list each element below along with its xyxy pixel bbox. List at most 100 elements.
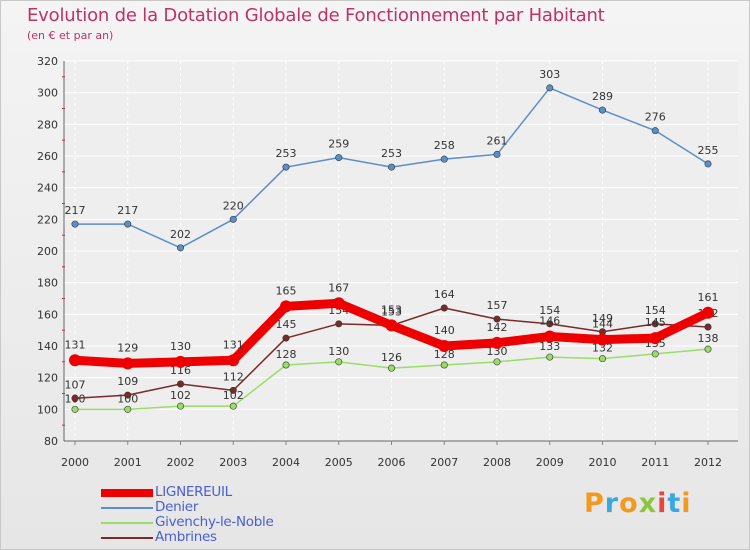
data-label-givenchy-le-noble: 130 [328, 345, 349, 358]
data-point-lignereuil [649, 332, 662, 345]
data-point-denier [598, 106, 606, 114]
y-tick-label: 140 [37, 340, 58, 353]
data-point-lignereuil [121, 357, 134, 370]
x-tick-label: 2001 [114, 456, 142, 469]
data-point-denier [229, 215, 237, 223]
data-label-lignereuil: 129 [117, 341, 138, 354]
data-point-denier [71, 220, 79, 228]
data-point-ambrines [440, 304, 448, 312]
legend-label: Ambrines [155, 529, 217, 545]
x-tick-label: 2005 [325, 456, 353, 469]
y-tick-label: 80 [44, 435, 58, 448]
data-point-givenchy-le-noble [598, 355, 606, 363]
x-tick-label: 2012 [694, 456, 722, 469]
data-label-lignereuil: 146 [539, 315, 560, 328]
data-point-givenchy-le-noble [124, 405, 132, 413]
y-tick-label: 320 [37, 55, 58, 68]
data-label-denier: 258 [434, 139, 455, 152]
y-tick-label: 120 [37, 372, 58, 385]
y-tick-label: 200 [37, 245, 58, 258]
y-tick-label: 260 [37, 150, 58, 163]
data-point-lignereuil [491, 336, 503, 349]
data-point-lignereuil [174, 355, 187, 368]
data-label-lignereuil: 142 [487, 321, 508, 334]
data-point-denier [387, 163, 395, 171]
data-point-lignereuil [69, 354, 81, 367]
data-point-givenchy-le-noble [177, 402, 185, 410]
x-tick-label: 2007 [430, 456, 458, 469]
data-label-ambrines: 164 [434, 288, 455, 301]
data-label-givenchy-le-noble: 130 [487, 345, 508, 358]
data-point-givenchy-le-noble [229, 402, 237, 410]
data-label-denier: 217 [65, 204, 86, 217]
y-tick-label: 280 [37, 118, 58, 131]
legend-label: LIGNEREUIL [155, 484, 232, 500]
data-point-givenchy-le-noble [71, 405, 79, 413]
chart-title: Evolution de la Dotation Globale de Fonc… [27, 5, 605, 26]
data-point-ambrines [704, 323, 712, 331]
data-label-lignereuil: 144 [592, 318, 613, 331]
data-label-denier: 220 [223, 199, 244, 212]
data-point-ambrines [651, 320, 659, 328]
data-point-lignereuil [385, 319, 398, 332]
x-tick-label: 2004 [272, 456, 300, 469]
data-label-denier: 303 [539, 68, 560, 81]
data-label-ambrines: 109 [117, 375, 138, 388]
x-tick-label: 2011 [641, 456, 669, 469]
data-point-denier [493, 150, 501, 158]
data-point-givenchy-le-noble [493, 358, 501, 366]
data-label-denier: 255 [698, 144, 719, 157]
y-tick-label: 220 [37, 213, 58, 226]
data-point-givenchy-le-noble [282, 361, 290, 369]
data-label-denier: 261 [487, 134, 508, 147]
data-label-ambrines: 154 [645, 304, 666, 317]
data-label-ambrines: 107 [65, 378, 86, 391]
data-label-ambrines: 149 [592, 312, 613, 325]
data-point-givenchy-le-noble [651, 350, 659, 358]
legend-swatch [101, 536, 153, 539]
data-label-lignereuil: 165 [276, 284, 297, 297]
data-point-givenchy-le-noble [704, 345, 712, 353]
data-point-ambrines [229, 386, 237, 394]
data-point-ambrines [124, 391, 132, 399]
data-point-givenchy-le-noble [440, 361, 448, 369]
legend-swatch [101, 506, 153, 509]
data-label-ambrines: 153 [381, 305, 402, 318]
data-point-ambrines [71, 394, 79, 402]
legend-label: Denier [155, 499, 199, 515]
x-tick-label: 2006 [378, 456, 406, 469]
data-label-denier: 289 [592, 90, 613, 103]
data-label-lignereuil: 161 [698, 291, 719, 304]
legend-item-lignereuil: LIGNEREUIL [101, 485, 361, 500]
data-point-lignereuil [543, 330, 556, 343]
data-point-lignereuil [438, 340, 451, 352]
data-label-lignereuil: 167 [328, 281, 349, 294]
data-label-ambrines: 157 [487, 299, 508, 312]
data-point-lignereuil [702, 306, 714, 319]
data-point-givenchy-le-noble [335, 358, 343, 366]
data-point-ambrines [282, 334, 290, 342]
data-point-lignereuil [596, 333, 609, 346]
data-label-denier: 217 [117, 204, 138, 217]
data-point-denier [651, 127, 659, 135]
y-tick-label: 300 [37, 87, 58, 100]
data-label-givenchy-le-noble: 102 [223, 389, 244, 402]
legend-item-ambrines: Ambrines [101, 530, 361, 545]
data-label-givenchy-le-noble: 102 [170, 389, 191, 402]
x-tick-label: 2010 [589, 456, 617, 469]
data-label-denier: 253 [276, 147, 297, 160]
data-label-lignereuil: 153 [381, 303, 402, 316]
legend-swatch [101, 521, 153, 524]
data-label-lignereuil: 131 [65, 338, 86, 351]
data-point-denier [124, 220, 132, 228]
y-tick-label: 240 [37, 182, 58, 195]
legend-item-denier: Denier [101, 500, 361, 515]
data-label-givenchy-le-noble: 128 [434, 348, 455, 361]
data-point-denier [177, 244, 185, 252]
data-label-lignereuil: 140 [434, 324, 455, 337]
x-tick-label: 2008 [483, 456, 511, 469]
data-point-ambrines [546, 320, 554, 328]
chart-subtitle: (en € et par an) [27, 29, 114, 42]
data-point-denier [440, 155, 448, 163]
